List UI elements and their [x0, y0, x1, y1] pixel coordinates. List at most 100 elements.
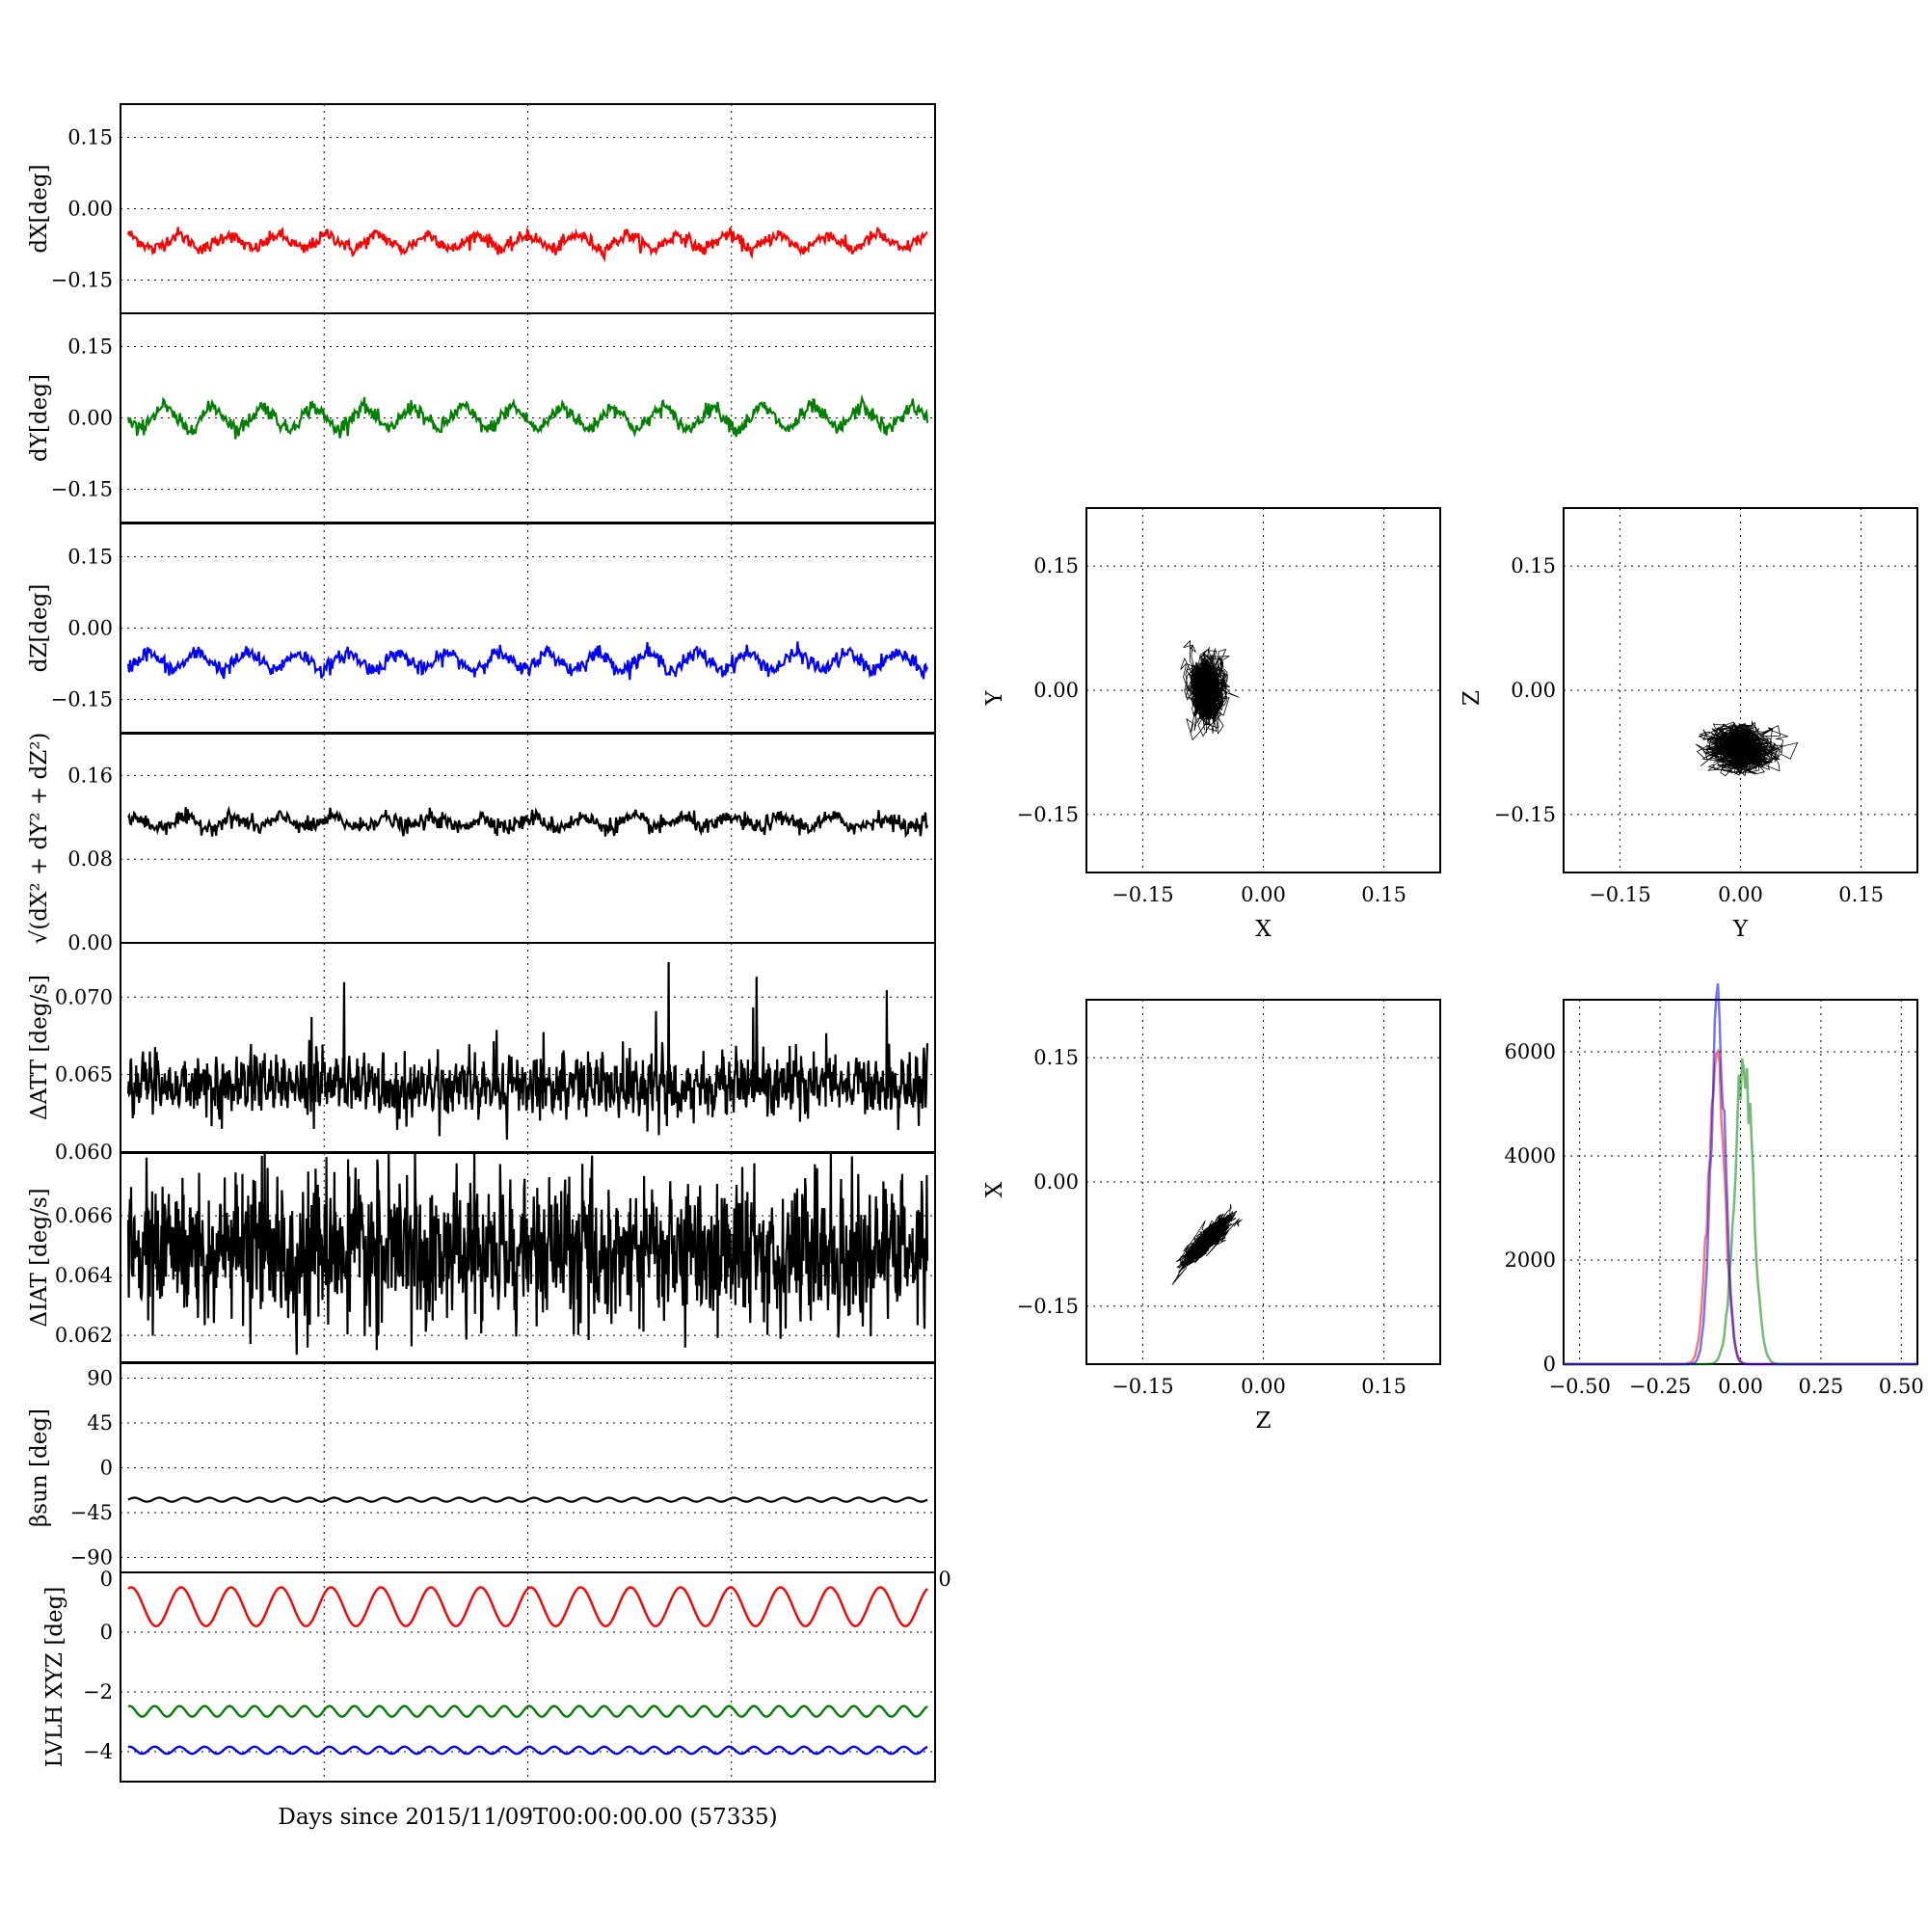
series-line-beta	[127, 1496, 928, 1503]
panel-beta-ytick: −90	[70, 1546, 113, 1570]
subplot-2-ytick: −0.15	[1494, 803, 1556, 826]
panel-dy-ytick: −0.15	[51, 477, 113, 500]
hist-ytick: 6000	[1505, 1040, 1556, 1063]
panel-norm-frame	[120, 733, 936, 944]
series-line-datt	[126, 961, 929, 1140]
panel-norm: 0.16 0.08 0.00 √(dX² + dY² + dZ²)	[27, 733, 936, 954]
subplot-2-xtick: 0.00	[1718, 883, 1763, 906]
panel-dz-ytick: −0.15	[51, 687, 113, 711]
panel-lvlh-ytick: −2	[83, 1680, 113, 1704]
panel-beta-ytick: 0	[100, 1457, 113, 1480]
panel-norm-ylabel: √(dX² + dY² + dZ²)	[27, 733, 52, 945]
subplot-2-xtick: 0.15	[1838, 883, 1884, 906]
series-line-dy	[126, 393, 929, 440]
subplot-2-trajectory	[1696, 720, 1799, 777]
hist-ytick: 2000	[1505, 1248, 1556, 1272]
panel-dx-ytick: 0.00	[67, 198, 113, 221]
panel-diat-ylabel: ΔIAT [deg/s]	[27, 1188, 52, 1327]
subplot-3-xtick: 0.00	[1241, 1375, 1286, 1398]
panel-dz-ytick: 0.15	[67, 546, 113, 569]
panel-dz: 0.15 0.00 −0.15 dZ[deg]	[27, 523, 936, 734]
panel-lvlh-ytick: −4	[83, 1740, 113, 1763]
panel-norm-ytick: 0.08	[67, 847, 113, 871]
panel-diat-ytick: 0.062	[55, 1324, 113, 1347]
hist-series-dZ	[1564, 982, 1917, 1366]
lvlh-series-Z	[127, 1745, 928, 1756]
series-line-diat	[126, 1152, 929, 1355]
subplot-1-xtick: 0.15	[1361, 883, 1406, 906]
panel-diat-ytick: 0.066	[55, 1204, 113, 1227]
subplot-3-xtick: −0.15	[1111, 1375, 1173, 1398]
hist-xtick: −0.50	[1549, 1375, 1611, 1398]
x-axis-label: Days since 2015/11/09T00:00:00.00 (57335…	[278, 1805, 777, 1830]
subplot-1-trajectory	[1180, 639, 1240, 741]
subplot-3-ylabel: X	[982, 1181, 1007, 1197]
subplot-1-ytick: −0.15	[1017, 803, 1079, 826]
panel-norm-ytick: 0.16	[67, 764, 113, 787]
panel-datt-frame	[120, 942, 936, 1153]
subplot-1: −0.15 0.00 0.15 0.15 0.00 −0.15 X Y	[982, 507, 1441, 942]
panel-dy-ytick: 0.15	[67, 335, 113, 359]
subplot-1-xtick: −0.15	[1111, 883, 1173, 906]
hist-xtick: 0.25	[1799, 1375, 1844, 1398]
panel-dz-ytick: 0.00	[67, 617, 113, 640]
hist-ytick: 0	[1543, 1353, 1556, 1376]
panel-datt-ytick: 0.065	[55, 1063, 113, 1087]
hist-ytick: 4000	[1505, 1144, 1556, 1167]
subplot-2-ylabel: Z	[1459, 690, 1485, 706]
panel-dy-ytick: 0.00	[67, 407, 113, 430]
panel-lvlh: 0 0 −2 −4 0 LVLH XYZ [deg]	[42, 1568, 951, 1783]
panel-lvlh-ylabel: LVLH XYZ [deg]	[42, 1587, 67, 1768]
hist-xtick: −0.25	[1629, 1375, 1691, 1398]
panel-dx-ytick: −0.15	[51, 268, 113, 291]
panel-norm-ytick: 0.00	[67, 931, 113, 954]
subplot-1-ytick: 0.15	[1033, 554, 1079, 577]
subplot-1-xlabel: X	[1255, 917, 1272, 942]
panel-diat-ytick: 0.064	[55, 1264, 113, 1287]
subplot-3: −0.15 0.00 0.15 0.15 0.00 −0.15 Z X	[982, 999, 1441, 1434]
subplot-2-ytick: 0.15	[1511, 554, 1556, 577]
lvlh-series-X	[127, 1586, 928, 1628]
series-line-norm	[127, 805, 929, 839]
subplot-3-ytick: 0.00	[1033, 1170, 1079, 1194]
panel-lvlh-ytick: 0	[100, 1568, 113, 1591]
subplot-2-xlabel: Y	[1732, 917, 1749, 942]
subplot-3-xtick: 0.15	[1361, 1375, 1406, 1398]
panel-beta-ylabel: βsun [deg]	[27, 1409, 52, 1527]
subplot-1-ytick: 0.00	[1033, 679, 1079, 702]
lvlh-series-Y	[127, 1704, 928, 1718]
panel-dx-ylabel: dX[deg]	[27, 164, 52, 253]
panel-datt-ytick: 0.070	[55, 985, 113, 1008]
panel-datt-ylabel: ΔATT [deg/s]	[27, 975, 52, 1120]
panel-dy-ylabel: dY[deg]	[27, 374, 52, 462]
subplot-3-ytick: −0.15	[1017, 1295, 1079, 1318]
panel-lvlh-right-tick: 0	[938, 1568, 951, 1591]
series-line-dz	[126, 641, 929, 681]
subplot-2-xtick: −0.15	[1589, 883, 1650, 906]
hist-xtick: 0.00	[1718, 1375, 1763, 1398]
subplot-2: −0.15 0.00 0.15 0.15 0.00 −0.15 Y Z	[1459, 507, 1918, 942]
panel-datt-ytick: 0.060	[55, 1140, 113, 1164]
subplot-1-xtick: 0.00	[1241, 883, 1286, 906]
panel-dx-ytick: 0.15	[67, 126, 113, 149]
subplot-3-xlabel: Z	[1256, 1409, 1272, 1434]
panel-dy: 0.15 0.00 −0.15 dY[deg]	[27, 312, 936, 523]
panel-beta-ytick: 45	[87, 1411, 113, 1435]
subplot-3-ytick: 0.15	[1033, 1046, 1079, 1069]
panel-lvlh-ytick: 0	[100, 1621, 113, 1644]
subplot-3-trajectory	[1171, 1203, 1243, 1286]
hist-xtick: 0.50	[1879, 1375, 1924, 1398]
subplot-2-ytick: 0.00	[1511, 679, 1556, 702]
series-line-dx	[126, 226, 928, 263]
panel-beta-ytick: 90	[87, 1367, 113, 1390]
subplot-4: −0.50 −0.25 0.00 0.25 0.50 6000 4000 2000 0	[1505, 982, 1924, 1398]
panel-beta: 90 45 0 −45 −90 βsun [deg]	[27, 1362, 936, 1573]
panel-dz-ylabel: dZ[deg]	[27, 584, 52, 673]
panel-beta-ytick: −45	[70, 1501, 113, 1524]
subplot-1-ylabel: Y	[982, 690, 1007, 707]
panel-dx: 0.15 0.00 −0.15 dX[deg]	[27, 103, 936, 314]
